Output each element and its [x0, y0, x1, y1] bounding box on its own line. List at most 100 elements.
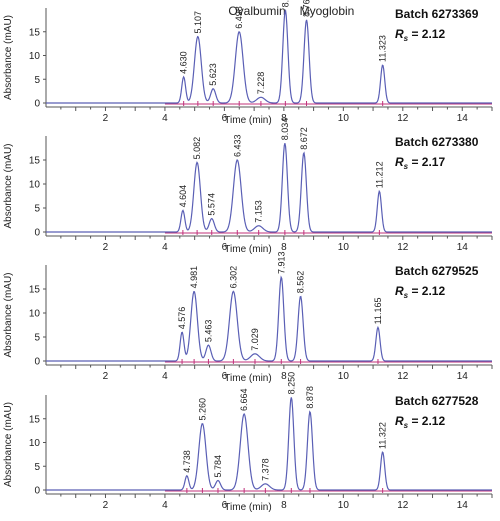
peak-label: 7.029 — [250, 328, 260, 351]
peak-label: 11.165 — [373, 298, 383, 325]
rs-value: Rs = 2.12 — [395, 414, 445, 430]
x-axis-title: Time (min) — [224, 502, 271, 513]
peak-label: 7.228 — [256, 72, 266, 95]
chromatogram-trace — [46, 143, 492, 233]
y-tick-label: 15 — [29, 285, 41, 296]
y-axis-title: Absorbance (mAU) — [3, 402, 14, 487]
batch-label: Batch 6273369 — [395, 7, 479, 21]
y-tick-label: 5 — [34, 333, 40, 344]
myoglobin-label: Myoglobin — [300, 4, 355, 18]
y-tick-label: 0 — [34, 228, 40, 239]
x-tick-label: 8 — [281, 242, 287, 253]
x-tick-label: 4 — [162, 500, 168, 511]
peak-label: 8.034 — [280, 118, 290, 141]
peak-label: 8.762 — [302, 0, 312, 17]
chromatogram-trace — [46, 397, 492, 491]
x-tick-label: 2 — [103, 500, 109, 511]
peak-label: 11.322 — [378, 422, 388, 449]
peak-label: 4.738 — [182, 450, 192, 473]
x-tick-label: 12 — [397, 371, 409, 382]
batch-label: Batch 6279525 — [395, 264, 479, 278]
chromatogram-panel: 0 5 10 15 2 4 6 8 10 12 14 Time (min) Absorbance (mA… — [3, 0, 493, 126]
rs-value: Rs = 2.17 — [395, 155, 445, 171]
y-tick-label: 15 — [29, 156, 41, 167]
peak-label: 8.672 — [299, 127, 309, 150]
peak-label: 5.784 — [213, 455, 223, 478]
peak-label: 7.153 — [254, 200, 264, 223]
chromatogram-panel: 0 5 10 15 2 4 6 8 10 12 14 Time (min) Absorbance (mA… — [3, 251, 493, 384]
y-tick-label: 5 — [34, 204, 40, 215]
y-axis-title: Absorbance (mAU) — [3, 272, 14, 357]
panels: 0 5 10 15 2 4 6 8 10 12 14 Time (min) Absorbance (mA… — [3, 0, 493, 513]
ovalbumin-label: Ovalbumin — [228, 4, 285, 18]
batch-label: Batch 6277528 — [395, 394, 479, 408]
peak-label: 4.576 — [177, 307, 187, 330]
peak-label: 5.463 — [203, 320, 213, 343]
x-tick-label: 14 — [457, 371, 469, 382]
x-tick-label: 12 — [397, 242, 409, 253]
x-tick-label: 14 — [457, 242, 469, 253]
peak-label: 7.913 — [276, 251, 286, 274]
x-tick-label: 4 — [162, 371, 168, 382]
rs-value: Rs = 2.12 — [395, 284, 445, 300]
y-tick-label: 5 — [34, 462, 40, 473]
chromatogram-trace — [46, 9, 492, 104]
peak-label: 11.323 — [378, 35, 388, 62]
x-tick-label: 6 — [222, 500, 228, 511]
x-tick-label: 4 — [162, 113, 168, 124]
peak-label: 5.260 — [197, 398, 207, 421]
y-axis-title: Absorbance (mAU) — [3, 15, 14, 100]
x-tick-label: 10 — [338, 113, 350, 124]
x-tick-label: 12 — [397, 113, 409, 124]
x-tick-label: 10 — [338, 371, 350, 382]
y-tick-label: 15 — [29, 414, 41, 425]
peak-label: 6.302 — [228, 266, 238, 289]
x-tick-label: 2 — [103, 371, 109, 382]
x-tick-label: 10 — [338, 242, 350, 253]
peak-label: 5.107 — [193, 11, 203, 34]
x-tick-label: 6 — [222, 113, 228, 124]
peak-label: 11.212 — [374, 161, 384, 188]
x-tick-label: 2 — [103, 242, 109, 253]
peak-label: 8.562 — [296, 271, 306, 294]
x-axis-title: Time (min) — [224, 373, 271, 384]
y-tick-label: 0 — [34, 99, 40, 110]
peak-label: 7.378 — [260, 458, 270, 481]
x-tick-label: 14 — [457, 500, 469, 511]
x-axis-title: Time (min) — [224, 115, 271, 126]
y-tick-label: 5 — [34, 75, 40, 86]
peak-label: 6.498 — [234, 6, 244, 29]
y-tick-label: 0 — [34, 357, 40, 368]
peak-label: 8.250 — [286, 372, 296, 395]
y-tick-label: 10 — [29, 309, 41, 320]
x-tick-label: 8 — [281, 371, 287, 382]
y-tick-label: 15 — [29, 27, 41, 38]
x-tick-label: 14 — [457, 113, 469, 124]
x-tick-label: 2 — [103, 113, 109, 124]
peak-label: 8.416 — [280, 0, 290, 7]
rs-value: Rs = 2.12 — [395, 27, 445, 43]
peak-label: 6.664 — [239, 388, 249, 411]
x-axis-title: Time (min) — [224, 244, 271, 255]
y-tick-label: 10 — [29, 180, 41, 191]
y-axis-title: Absorbance (mAU) — [3, 143, 14, 228]
peak-label: 4.630 — [179, 51, 189, 74]
y-tick-label: 10 — [29, 438, 41, 449]
y-tick-label: 0 — [34, 486, 40, 497]
peak-label: 5.082 — [192, 137, 202, 160]
x-tick-label: 8 — [281, 113, 287, 124]
x-tick-label: 10 — [338, 500, 350, 511]
x-tick-label: 8 — [281, 500, 287, 511]
y-tick-label: 10 — [29, 51, 41, 62]
chromatogram-panel: 0 5 10 15 2 4 6 8 10 12 14 Time (min) Absorbance (mA… — [3, 372, 493, 513]
chromatogram-trace — [46, 275, 492, 362]
x-tick-label: 4 — [162, 242, 168, 253]
batch-label: Batch 6273380 — [395, 135, 479, 149]
peak-label: 4.981 — [189, 266, 199, 289]
peak-label: 6.433 — [232, 134, 242, 157]
x-tick-label: 6 — [222, 242, 228, 253]
peak-label: 5.574 — [207, 193, 217, 216]
peak-label: 8.878 — [305, 386, 315, 409]
peak-label: 5.623 — [208, 63, 218, 86]
